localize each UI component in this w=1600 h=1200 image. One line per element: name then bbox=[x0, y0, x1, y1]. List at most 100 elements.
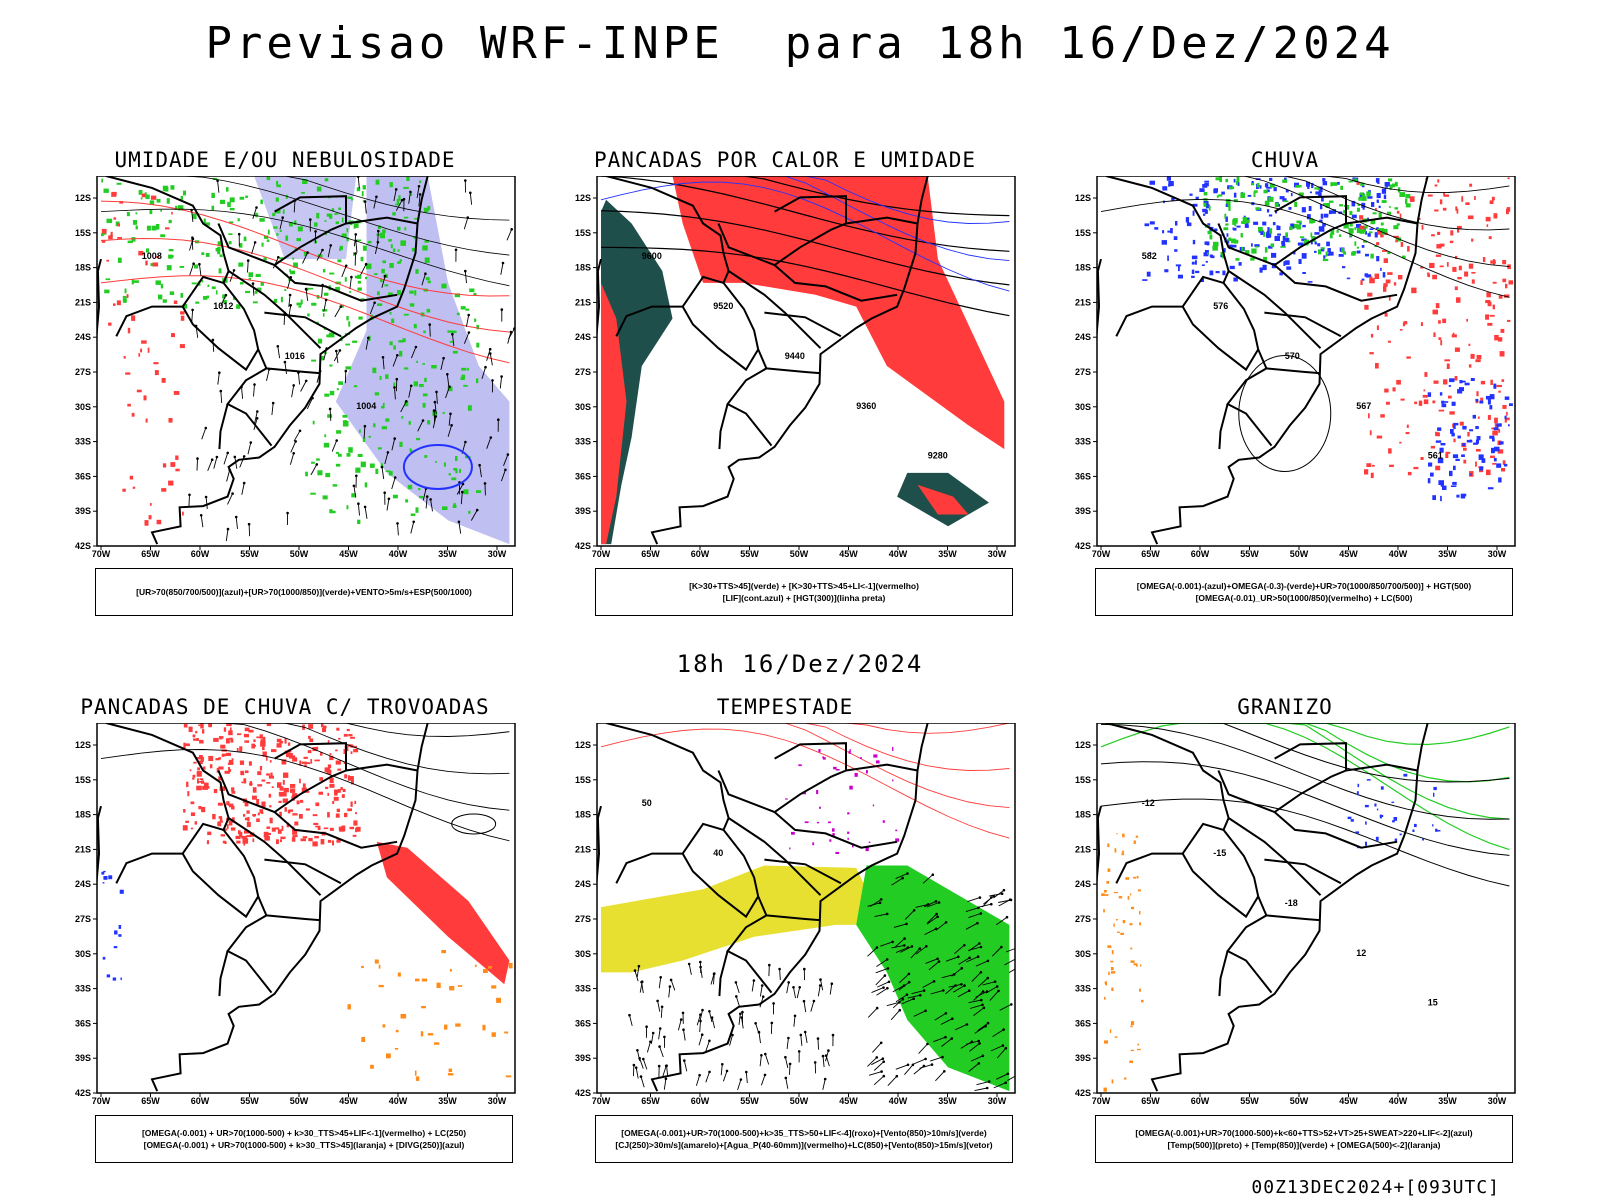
map-frame bbox=[96, 723, 516, 1094]
omega-blue-cell bbox=[1498, 477, 1502, 483]
map-svg: 9600952094409360928012S15S18S21S24S27S30… bbox=[575, 176, 1016, 559]
humidity-green-cell bbox=[351, 197, 353, 201]
storm-orange-cell bbox=[378, 964, 381, 969]
panel-title: CHUVA bbox=[1250, 148, 1320, 172]
border-line bbox=[272, 775, 398, 849]
humidity-green-cell bbox=[322, 269, 326, 273]
wind-vector-head bbox=[681, 1011, 685, 1015]
wind850-vector bbox=[904, 909, 915, 920]
storm-red-cell bbox=[283, 772, 288, 777]
omega-blue-cell bbox=[1493, 383, 1497, 389]
storm-red-cell bbox=[199, 739, 204, 744]
rain-red-cell bbox=[1383, 258, 1388, 263]
rain-red-cell bbox=[1485, 314, 1489, 320]
wind850-vector-head bbox=[1010, 1003, 1013, 1006]
lat-label: 12S bbox=[575, 740, 591, 750]
rain-red-cell bbox=[1433, 332, 1436, 337]
humidity-green-cell bbox=[298, 305, 302, 308]
omega500-orange-cell bbox=[1139, 922, 1141, 926]
map-frame bbox=[596, 176, 1016, 547]
humidity-green-cell bbox=[302, 179, 308, 184]
humidity-green-cell bbox=[427, 280, 431, 284]
storm-red-cell bbox=[334, 793, 338, 796]
wind-vector bbox=[384, 452, 389, 465]
rain-red-cell bbox=[1418, 400, 1423, 406]
humidity-green-cell bbox=[385, 418, 390, 422]
omega-blue-cell bbox=[1192, 239, 1196, 245]
purple-cell bbox=[892, 779, 894, 782]
wind-vector bbox=[440, 358, 445, 371]
wind-vector bbox=[386, 498, 390, 511]
wind850-vector bbox=[934, 1012, 947, 1021]
hail-blue-cell bbox=[1435, 828, 1438, 832]
border-line bbox=[718, 950, 729, 997]
humidity-green-cell bbox=[240, 282, 244, 285]
wind-vector bbox=[722, 1070, 728, 1082]
wind-vector-head bbox=[813, 1061, 817, 1064]
wind-vector-head bbox=[634, 1066, 638, 1069]
omega-green-cell bbox=[1255, 246, 1259, 248]
humidity-green-cell bbox=[451, 330, 457, 333]
storm-red-cell bbox=[278, 791, 284, 796]
storm-red-cell bbox=[276, 839, 279, 845]
humidity-green-cell bbox=[101, 233, 107, 235]
wind-vector bbox=[341, 265, 347, 278]
storm-red-cell bbox=[190, 827, 194, 830]
border-line bbox=[726, 349, 773, 447]
omega-green-cell bbox=[1298, 192, 1304, 196]
wind850-vector-head bbox=[951, 1017, 954, 1020]
wind850-vector-head bbox=[903, 944, 906, 947]
wind850-vector bbox=[922, 874, 934, 884]
wind-vector bbox=[705, 1040, 710, 1052]
wind850-vector bbox=[969, 1043, 980, 1052]
humidity-green-cell bbox=[374, 392, 380, 396]
rain-red-cell bbox=[1477, 416, 1480, 419]
humidity-green-cell bbox=[122, 295, 127, 299]
contour-label: 570 bbox=[1285, 351, 1300, 361]
omega-green-cell bbox=[1386, 211, 1392, 215]
humidity-green-cell bbox=[303, 251, 308, 256]
storm-orange-cell bbox=[447, 1073, 454, 1076]
wind850-vector bbox=[993, 1082, 1006, 1089]
omega-green-cell bbox=[1224, 213, 1227, 219]
rain-red-cell bbox=[1389, 464, 1394, 467]
wind-vector bbox=[207, 459, 213, 471]
humidity-green-cell bbox=[254, 290, 258, 294]
storm-red-cell bbox=[300, 799, 304, 803]
wind850-vector-head bbox=[941, 1055, 944, 1059]
wind-vector bbox=[698, 1034, 703, 1046]
wind-vector bbox=[353, 485, 357, 498]
wind-vector-head bbox=[793, 1014, 797, 1018]
storm-red-cell bbox=[327, 792, 330, 796]
wind-vector-head bbox=[633, 969, 637, 972]
legend-box: [UR>70(850/700/500)](azul)+[UR>70(1000/8… bbox=[95, 568, 513, 616]
humidity-green-cell bbox=[341, 233, 347, 238]
omega-blue-cell bbox=[1200, 277, 1204, 282]
wind-vector bbox=[321, 285, 324, 298]
omega-blue-cell bbox=[1226, 233, 1229, 237]
lat-label: 15S bbox=[1075, 775, 1091, 785]
wind850-vector-head bbox=[960, 966, 964, 970]
wind-vector-head bbox=[792, 986, 795, 989]
humidity-green-cell bbox=[131, 237, 136, 242]
wind-vector bbox=[629, 1015, 633, 1026]
omega-blue-cell bbox=[1492, 437, 1495, 442]
lon-label: 35W bbox=[1438, 1096, 1457, 1106]
humidity-green-cell bbox=[442, 506, 448, 510]
wind850-vector bbox=[945, 956, 959, 962]
humidity-green-cell bbox=[474, 318, 477, 322]
omega-green-cell bbox=[1289, 226, 1293, 231]
humidity-green-cell bbox=[346, 453, 351, 457]
border-line bbox=[681, 853, 760, 919]
humidity-green-cell bbox=[301, 192, 305, 194]
humidity-green-cell bbox=[397, 261, 400, 264]
border-line bbox=[218, 403, 229, 450]
water-red-contour bbox=[601, 723, 1010, 809]
humidity-green-cell bbox=[465, 308, 470, 311]
contour-label: 576 bbox=[1213, 301, 1228, 311]
storm-orange-cell bbox=[483, 968, 488, 973]
omega-green-cell bbox=[1241, 221, 1247, 224]
humidity-green-cell bbox=[348, 321, 351, 327]
border-line bbox=[717, 223, 775, 267]
omega-green-cell bbox=[1310, 219, 1316, 223]
